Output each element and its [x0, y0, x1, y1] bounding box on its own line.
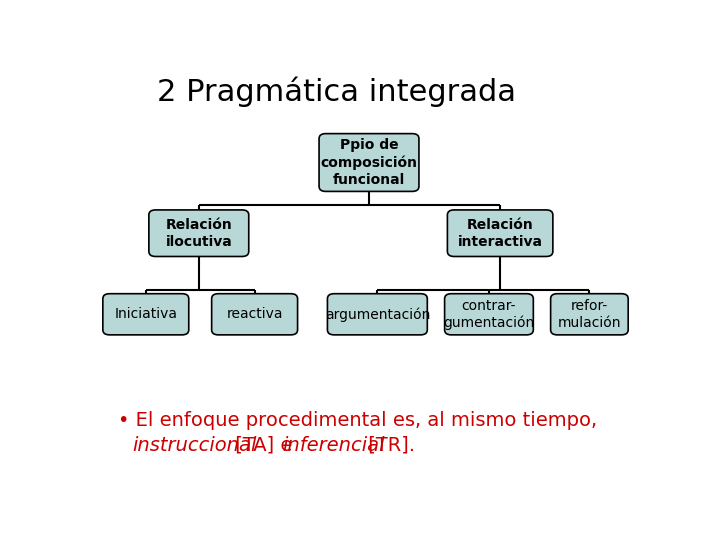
Text: refor-
mulación: refor- mulación: [558, 299, 621, 329]
Text: Ppio de
composición
funcional: Ppio de composición funcional: [320, 138, 418, 187]
Text: Relación
ilocutiva: Relación ilocutiva: [166, 218, 232, 248]
Text: reactiva: reactiva: [226, 307, 283, 321]
FancyBboxPatch shape: [149, 210, 248, 256]
FancyBboxPatch shape: [103, 294, 189, 335]
Text: [TA] e: [TA] e: [229, 436, 299, 455]
Text: contrar-
gumentación: contrar- gumentación: [444, 299, 534, 330]
FancyBboxPatch shape: [445, 294, 534, 335]
Text: argumentación: argumentación: [325, 307, 430, 321]
FancyBboxPatch shape: [319, 133, 419, 191]
FancyBboxPatch shape: [447, 210, 553, 256]
Text: instruccional: instruccional: [132, 436, 257, 455]
Text: 2 Pragmática integrada: 2 Pragmática integrada: [157, 77, 516, 107]
Text: [TR].: [TR].: [362, 436, 415, 455]
Text: Iniciativa: Iniciativa: [114, 307, 177, 321]
FancyBboxPatch shape: [212, 294, 297, 335]
FancyBboxPatch shape: [551, 294, 628, 335]
FancyBboxPatch shape: [328, 294, 427, 335]
Text: • El enfoque procedimental es, al mismo tiempo,: • El enfoque procedimental es, al mismo …: [118, 411, 597, 430]
Text: Relación
interactiva: Relación interactiva: [458, 218, 543, 248]
Text: inferencial: inferencial: [283, 436, 385, 455]
